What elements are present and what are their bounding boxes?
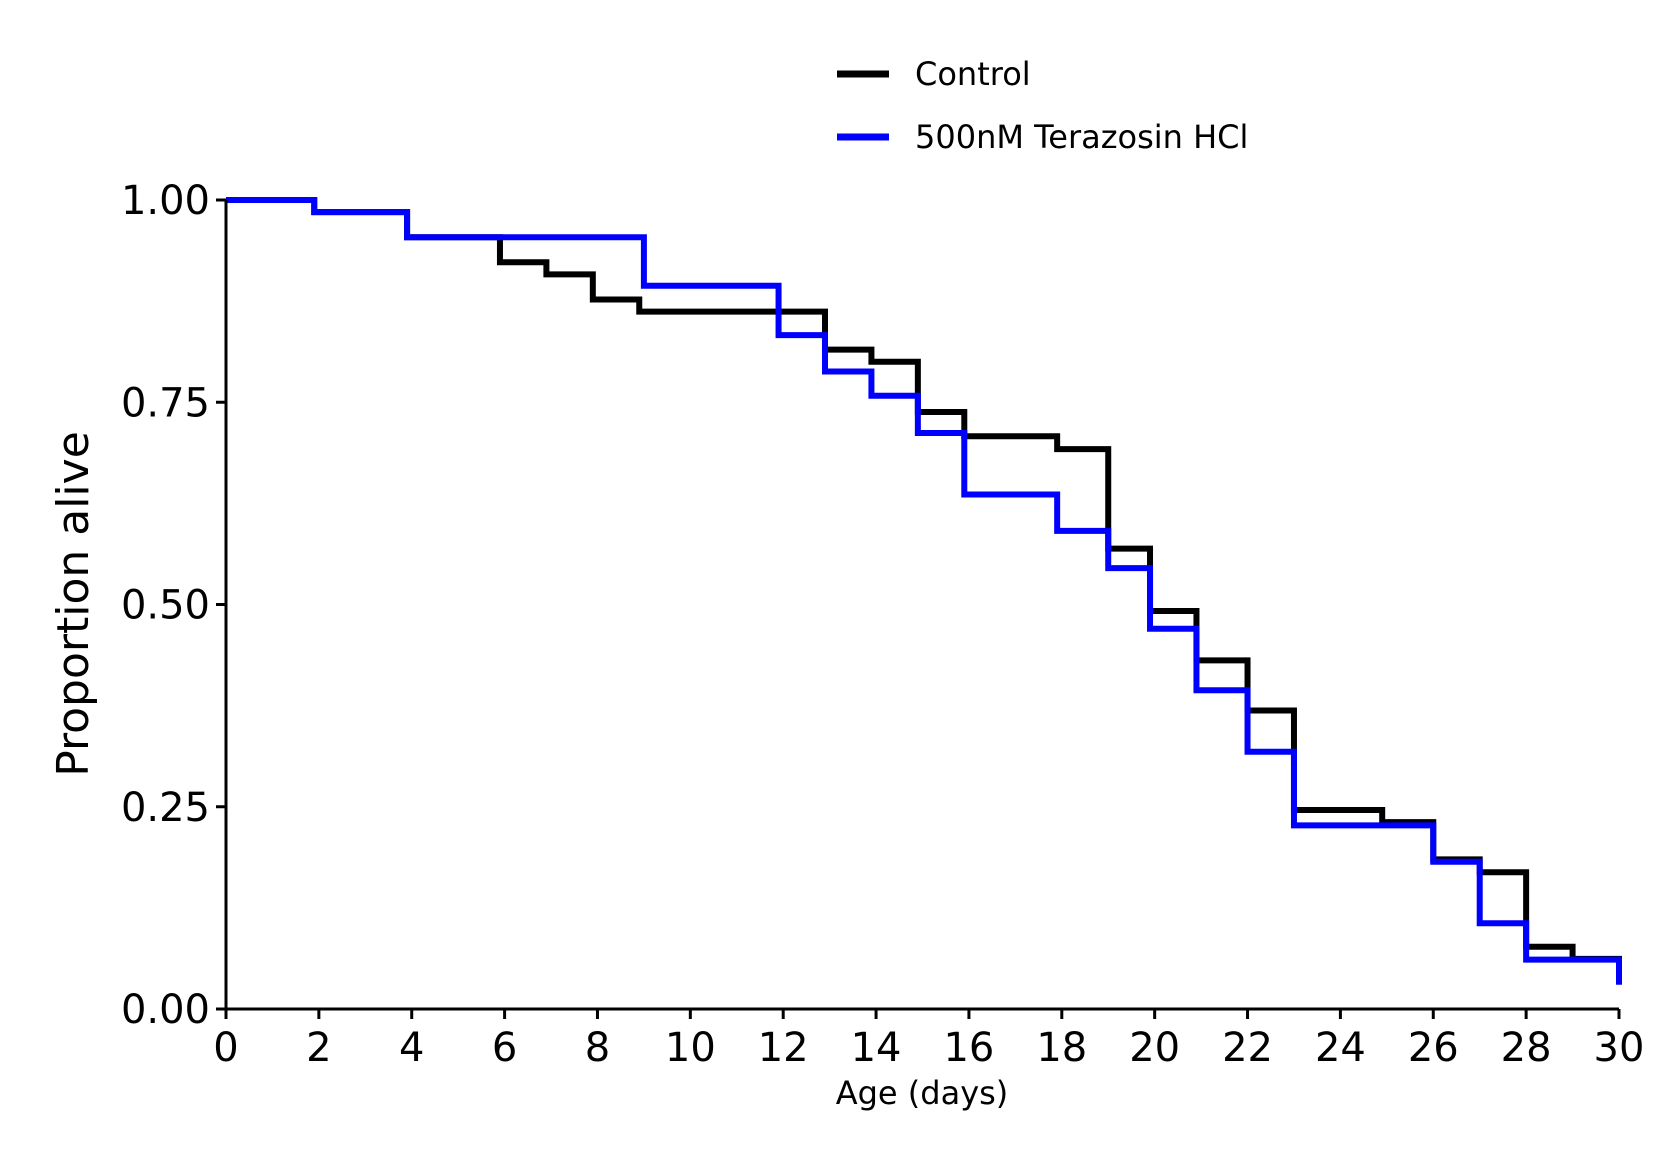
y-axis-ticks: 0.00 0.25 0.50 0.75 1.00 (121, 178, 226, 1033)
x-axis-label: Age (days) (836, 1074, 1009, 1112)
legend-label: Control (915, 55, 1031, 93)
y-tick-label: 0.50 (121, 583, 210, 629)
series-line-control (226, 197, 1622, 984)
x-tick-label: 10 (665, 1025, 716, 1071)
legend: Control 500nM Terazosin HCl (837, 55, 1248, 156)
y-tick-label: 0.25 (121, 785, 210, 831)
x-tick-label: 0 (213, 1025, 238, 1071)
x-tick-label: 18 (1036, 1025, 1087, 1071)
x-tick-label: 2 (306, 1025, 331, 1071)
y-tick-label: 0.00 (121, 987, 210, 1033)
plot-area: 0 2 4 6 8 10 12 14 16 18 20 22 24 26 28 30 0.000.250.50… (121, 178, 1645, 1071)
x-tick-label: 20 (1129, 1025, 1180, 1071)
x-tick-label: 26 (1408, 1025, 1459, 1071)
x-tick-label: 24 (1315, 1025, 1366, 1071)
x-tick-label: 22 (1222, 1025, 1273, 1071)
series-layer (226, 197, 1622, 985)
x-tick-label: 8 (585, 1025, 610, 1071)
y-tick-label: 0.75 (121, 380, 210, 426)
series-line-terazosin (226, 197, 1622, 985)
x-tick-label: 6 (492, 1025, 517, 1071)
x-tick-label: 30 (1594, 1025, 1645, 1071)
x-tick-label: 12 (758, 1025, 809, 1071)
legend-label: 500nM Terazosin HCl (915, 118, 1248, 156)
x-tick-label: 14 (851, 1025, 902, 1071)
y-tick-label: 1.00 (121, 178, 210, 224)
x-tick-label: 16 (943, 1025, 994, 1071)
x-axis-ticks: 0 2 4 6 8 10 12 14 16 18 20 22 24 26 28 30 (213, 1009, 1644, 1071)
x-tick-label: 4 (399, 1025, 424, 1071)
y-axis-label: Proportion alive (48, 431, 99, 777)
x-tick-label: 28 (1501, 1025, 1552, 1071)
